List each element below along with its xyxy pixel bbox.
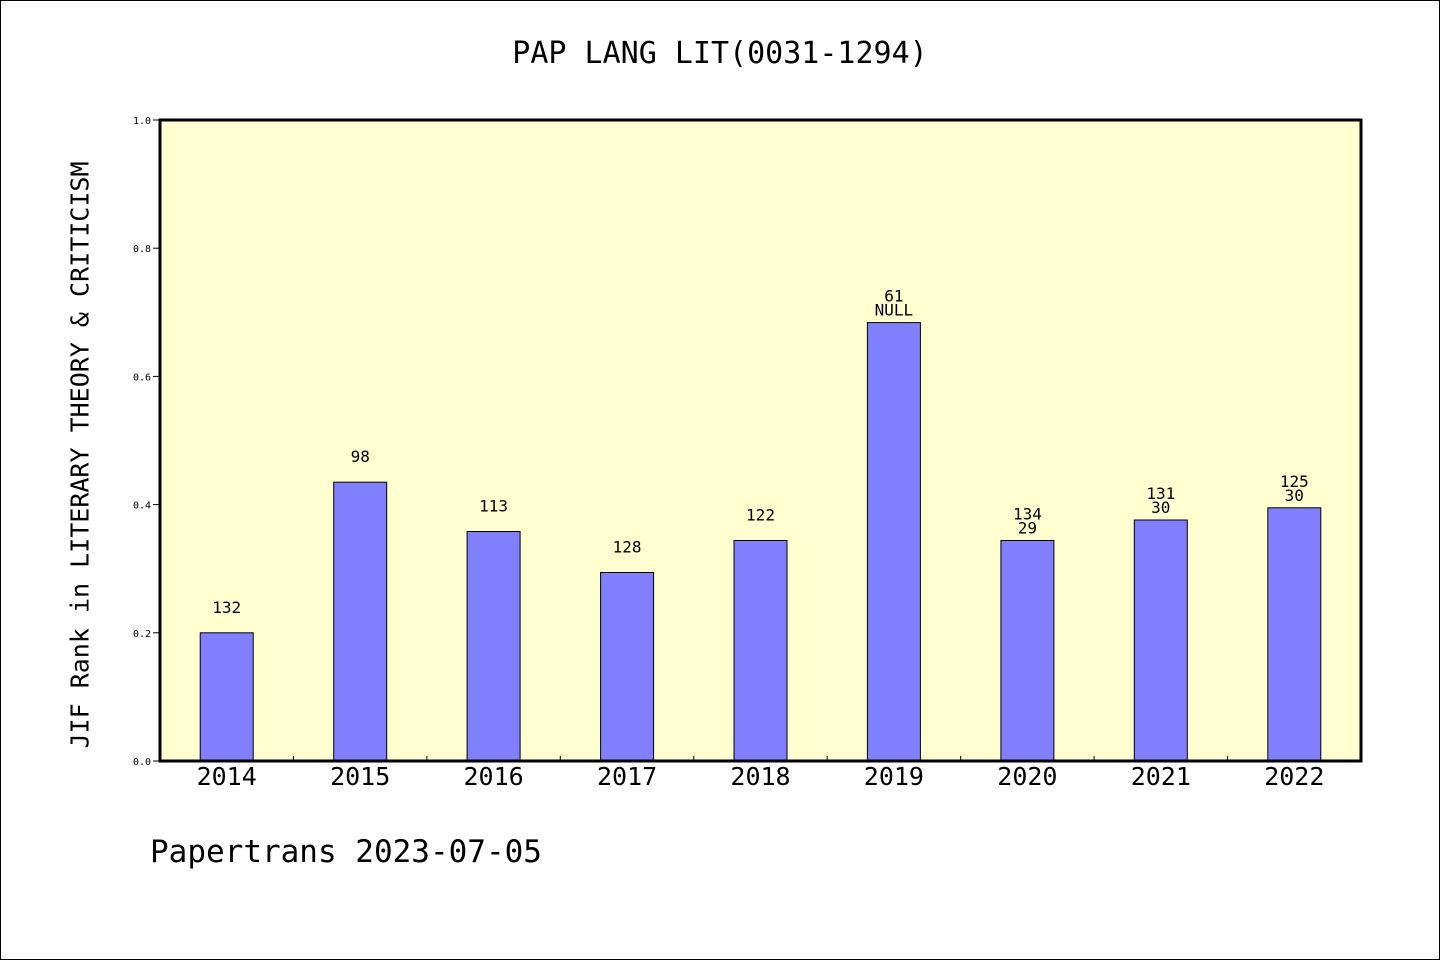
bar-label-rank-2022: 125 [1280, 472, 1309, 491]
x-tick-label-2021: 2021 [1131, 762, 1191, 791]
bar-2014 [199, 632, 254, 762]
plot-border [158, 118, 1363, 763]
x-tick-label-2015: 2015 [330, 762, 390, 791]
bar-2016 [466, 531, 521, 762]
bar-label-secondary-2022: 30 [1285, 486, 1304, 505]
bar-label-secondary-2020: 29 [1018, 519, 1037, 538]
y-tick-label-0.2: 0.2 [133, 629, 151, 640]
x-tick-label-2016: 2016 [463, 762, 523, 791]
bars-group [199, 322, 1322, 762]
x-ticks-group: 2014 2015 2016 2017 2018 2019 2020 2021 2022 [197, 756, 1324, 791]
bar-2017 [600, 572, 655, 762]
bar-2021 [1133, 519, 1188, 762]
bar-label-rank-2017: 128 [613, 538, 642, 557]
bar-label-rank-2019: 61 [884, 287, 903, 306]
bar-label-rank-2016: 113 [479, 497, 508, 516]
x-tick-label-2022: 2022 [1264, 762, 1324, 791]
bar-2019 [866, 322, 921, 762]
y-tick-label-0.6: 0.6 [133, 372, 151, 383]
x-tick-label-2014: 2014 [197, 762, 257, 791]
y-ticks-group: 0.0 0.2 0.4 0.6 0.8 1.0 [133, 116, 160, 768]
y-tick-label-0.4: 0.4 [133, 501, 151, 512]
bar-label-rank-2018: 122 [746, 506, 775, 525]
bar-label-rank-2015: 98 [351, 447, 370, 466]
bar-2018 [733, 540, 788, 762]
bar-2020 [1000, 540, 1055, 762]
x-tick-label-2018: 2018 [730, 762, 790, 791]
y-tick-label-0.8: 0.8 [133, 244, 151, 255]
bar-label-rank-2014: 132 [212, 598, 241, 617]
bar-label-secondary-2019: NULL [875, 301, 914, 320]
y-tick-label-1.0: 1.0 [133, 116, 151, 127]
chart-title: PAP LANG LIT(0031-1294) [512, 36, 928, 71]
bar-2022 [1267, 507, 1322, 762]
bar-label-rank-2021: 131 [1146, 484, 1175, 503]
bar-2015 [333, 481, 388, 762]
bar-label-secondary-2021: 30 [1151, 498, 1170, 517]
bar-label-rank-2020: 134 [1013, 505, 1042, 524]
x-tick-label-2017: 2017 [597, 762, 657, 791]
y-tick-label-0.0: 0.0 [133, 757, 151, 768]
footer-credit: Papertrans 2023-07-05 [150, 834, 542, 870]
x-tick-label-2020: 2020 [997, 762, 1057, 791]
x-tick-label-2019: 2019 [864, 762, 924, 791]
